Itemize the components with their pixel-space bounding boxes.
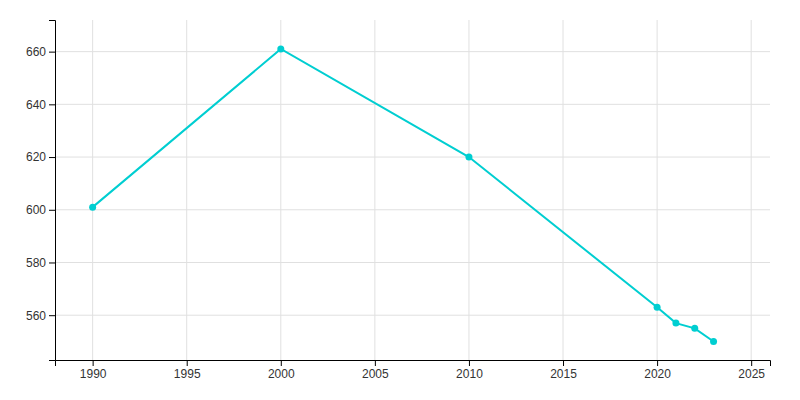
grid-line-y: [55, 315, 770, 316]
tick-label: 2000: [268, 367, 295, 381]
tick-label: 580: [26, 256, 46, 270]
point: [465, 154, 472, 161]
chart-svg: 1990 1995 2000 2005 2010 2015 2020 2025 560 580 60…: [0, 0, 800, 400]
grid-line-y: [55, 51, 770, 52]
tick-mark: [49, 315, 55, 316]
tick: 660: [26, 45, 55, 59]
tick-mark: [49, 157, 55, 158]
tick: 2000: [268, 360, 295, 381]
tick-label: 1995: [174, 367, 201, 381]
tick-mark: [49, 210, 55, 211]
point: [89, 204, 96, 211]
tick-label: 640: [26, 98, 46, 112]
grid-line-x: [92, 20, 93, 360]
axis-domain: [49, 21, 56, 361]
tick-mark: [49, 52, 55, 53]
data-marks: [89, 45, 717, 345]
grid-line-y: [55, 157, 770, 158]
tick-label: 2020: [644, 367, 671, 381]
point: [691, 325, 698, 332]
tick-label: 2015: [550, 367, 577, 381]
grid-line-y: [55, 209, 770, 210]
grid-line-x: [751, 20, 752, 360]
tick-label: 2010: [456, 367, 483, 381]
tick-mark: [187, 360, 188, 366]
tick: 2015: [550, 360, 577, 381]
grid-line-x: [563, 20, 564, 360]
point: [654, 304, 661, 311]
tick: 2025: [738, 360, 765, 381]
line: [93, 49, 714, 342]
tick: 640: [26, 98, 55, 112]
tick-label: 600: [26, 203, 46, 217]
tick: 580: [26, 256, 55, 270]
tick-mark: [469, 360, 470, 366]
x-axis: 1990 1995 2000 2005 2010 2015 2020 2025: [56, 360, 771, 381]
grid-line-x: [468, 20, 469, 360]
tick: 1990: [80, 360, 107, 381]
grid-line-x: [186, 20, 187, 360]
tick-label: 1990: [80, 367, 107, 381]
grid: [55, 20, 770, 360]
y-axis: 560 580 600 620 640 660: [26, 21, 56, 361]
grid-line-y: [55, 104, 770, 105]
tick-label: 2025: [738, 367, 765, 381]
plot-area: 1990 1995 2000 2005 2010 2015 2020 2025 560 580 60…: [26, 20, 771, 381]
tick-label: 2005: [362, 367, 389, 381]
tick-mark: [375, 360, 376, 366]
tick-label: 620: [26, 150, 46, 164]
tick-label: 660: [26, 45, 46, 59]
grid-line-y: [55, 262, 770, 263]
tick: 1995: [174, 360, 201, 381]
tick-label: 560: [26, 309, 46, 323]
tick: 2020: [644, 360, 671, 381]
tick: 2010: [456, 360, 483, 381]
grid-line-x: [374, 20, 375, 360]
axis-domain: [56, 361, 771, 367]
chart-container: 1990 1995 2000 2005 2010 2015 2020 2025 560 580 60…: [0, 0, 800, 400]
tick-mark: [49, 104, 55, 105]
grid-line-x: [280, 20, 281, 360]
tick-mark: [49, 262, 55, 263]
tick-mark: [93, 360, 94, 366]
tick-mark: [657, 360, 658, 366]
tick: 560: [26, 309, 55, 323]
point: [672, 320, 679, 327]
tick-mark: [751, 360, 752, 366]
tick: 2005: [362, 360, 389, 381]
tick: 600: [26, 203, 55, 217]
tick-mark: [281, 360, 282, 366]
tick: 620: [26, 150, 55, 164]
point: [277, 45, 284, 52]
tick-mark: [563, 360, 564, 366]
point: [710, 338, 717, 345]
